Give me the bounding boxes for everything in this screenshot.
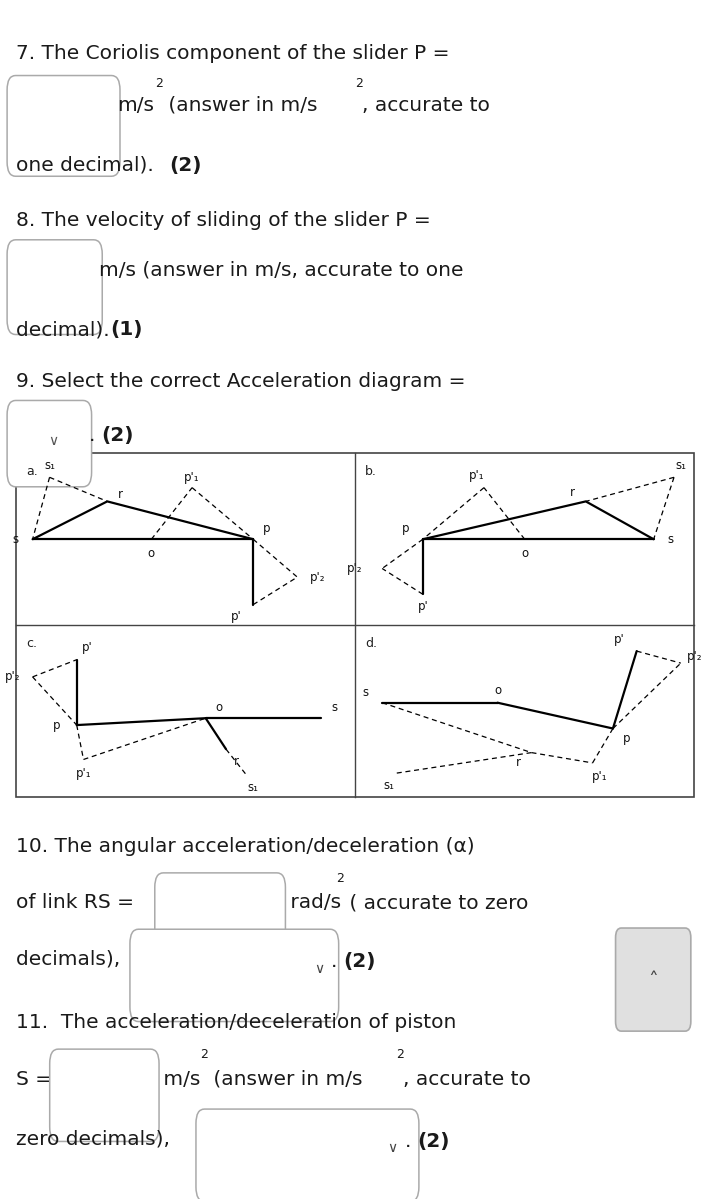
Text: 9. Select the correct Acceleration diagram =: 9. Select the correct Acceleration diagr… <box>16 372 465 391</box>
FancyBboxPatch shape <box>50 1049 159 1141</box>
Text: o: o <box>521 547 528 560</box>
Text: 2: 2 <box>396 1048 404 1061</box>
Text: S =: S = <box>16 1070 58 1089</box>
Text: of link RS =: of link RS = <box>16 893 140 912</box>
Text: c.: c. <box>26 638 37 650</box>
Text: p: p <box>402 523 410 536</box>
Text: (1): (1) <box>110 320 143 339</box>
Text: m/s: m/s <box>157 1070 200 1089</box>
Text: .: . <box>405 1132 417 1151</box>
Text: p'₁: p'₁ <box>185 471 200 484</box>
Text: m/s: m/s <box>117 96 154 115</box>
Text: p': p' <box>417 600 428 613</box>
FancyBboxPatch shape <box>7 400 92 487</box>
Text: 10. The angular acceleration/deceleration (α): 10. The angular acceleration/deceleratio… <box>16 837 474 856</box>
Text: r: r <box>234 754 239 767</box>
Text: b.: b. <box>365 465 377 478</box>
FancyBboxPatch shape <box>616 928 691 1031</box>
Text: p'₁: p'₁ <box>76 766 92 779</box>
Text: a.: a. <box>26 465 38 478</box>
FancyBboxPatch shape <box>155 873 285 965</box>
Text: , accurate to: , accurate to <box>362 96 490 115</box>
Text: p'₁: p'₁ <box>469 469 485 482</box>
Text: p': p' <box>231 610 241 623</box>
Text: ( accurate to zero: ( accurate to zero <box>343 893 528 912</box>
Text: p'₁: p'₁ <box>591 770 607 783</box>
Text: o: o <box>148 547 155 560</box>
Text: , accurate to: , accurate to <box>403 1070 531 1089</box>
Text: p: p <box>53 718 60 731</box>
Text: (answer in m/s: (answer in m/s <box>162 96 317 115</box>
Text: s: s <box>13 532 18 546</box>
Text: one decimal).: one decimal). <box>16 156 160 175</box>
Text: (2): (2) <box>102 426 134 445</box>
Text: r: r <box>569 487 574 499</box>
Text: o: o <box>216 701 223 715</box>
Text: 2: 2 <box>155 77 163 90</box>
Text: s₁: s₁ <box>248 781 258 794</box>
Text: decimals),: decimals), <box>16 950 126 969</box>
Text: s₁: s₁ <box>44 459 55 471</box>
Text: rad/s: rad/s <box>284 893 341 912</box>
Text: s₁: s₁ <box>383 779 395 791</box>
Text: ∨: ∨ <box>388 1141 398 1156</box>
Text: ∨: ∨ <box>48 434 58 448</box>
Text: p: p <box>623 733 630 746</box>
Text: 11.  The acceleration/deceleration of piston: 11. The acceleration/deceleration of pis… <box>16 1013 456 1032</box>
Text: ˄: ˄ <box>648 971 658 990</box>
FancyBboxPatch shape <box>130 929 339 1022</box>
Text: (2): (2) <box>169 156 202 175</box>
Text: p'₂: p'₂ <box>4 670 20 683</box>
Text: p: p <box>263 523 271 536</box>
FancyBboxPatch shape <box>196 1109 419 1199</box>
FancyBboxPatch shape <box>7 76 120 176</box>
Text: 2: 2 <box>336 872 344 885</box>
Text: 2: 2 <box>355 77 363 90</box>
Text: s: s <box>332 701 338 715</box>
Text: p'₂: p'₂ <box>310 571 325 584</box>
Text: ∨: ∨ <box>314 962 324 976</box>
Text: (2): (2) <box>344 952 376 971</box>
Text: d.: d. <box>365 638 377 650</box>
Text: 7. The Coriolis component of the slider P =: 7. The Coriolis component of the slider … <box>16 44 449 64</box>
Text: 8. The velocity of sliding of the slider P =: 8. The velocity of sliding of the slider… <box>16 211 430 230</box>
Text: decimal).: decimal). <box>16 320 122 339</box>
Text: o: o <box>494 685 501 697</box>
Text: .: . <box>89 426 102 445</box>
FancyBboxPatch shape <box>7 240 102 335</box>
Text: s: s <box>667 532 674 546</box>
Text: zero decimals),: zero decimals), <box>16 1129 176 1149</box>
Text: (2): (2) <box>417 1132 450 1151</box>
Text: (answer in m/s: (answer in m/s <box>207 1070 363 1089</box>
Text: .: . <box>331 952 344 971</box>
Text: p'₂: p'₂ <box>687 650 702 663</box>
Text: r: r <box>515 757 520 770</box>
Text: p': p' <box>614 633 625 645</box>
Text: m/s (answer in m/s, accurate to one: m/s (answer in m/s, accurate to one <box>99 260 464 279</box>
Text: r: r <box>119 488 124 501</box>
Bar <box>16 453 694 797</box>
Text: s₁: s₁ <box>675 459 687 471</box>
Text: 2: 2 <box>200 1048 208 1061</box>
Text: p': p' <box>82 641 92 655</box>
Text: p'₂: p'₂ <box>347 562 363 576</box>
Text: s: s <box>362 686 368 699</box>
